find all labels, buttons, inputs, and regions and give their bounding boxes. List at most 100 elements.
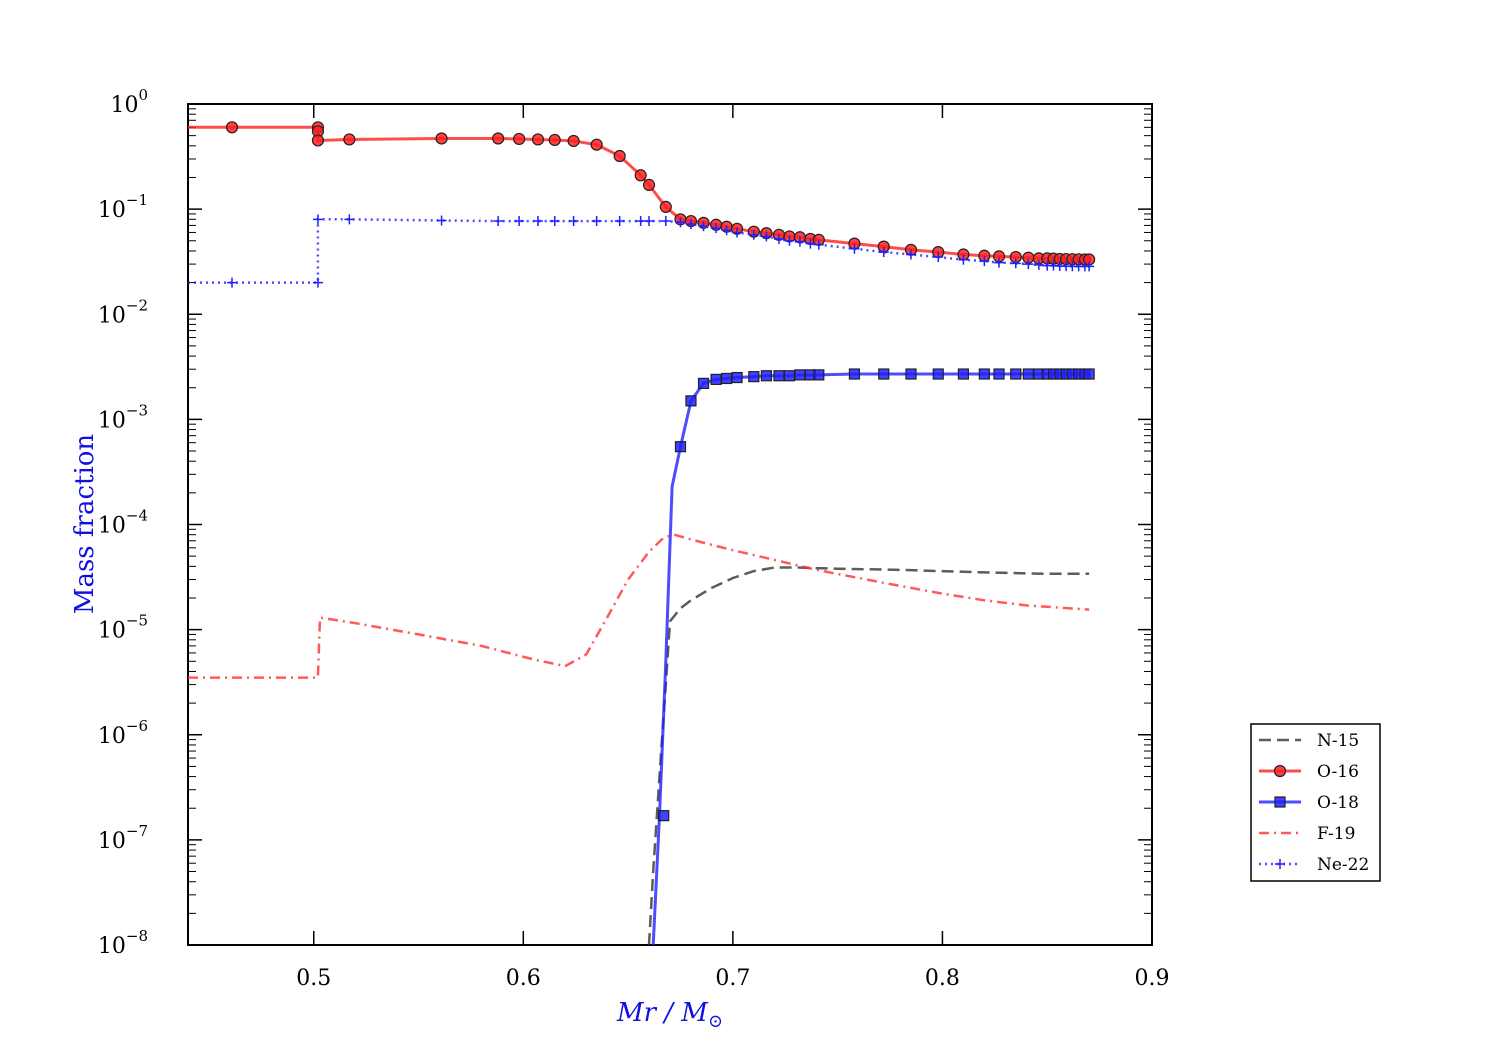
y-tick-label-exponent: −1 [126, 191, 148, 209]
data-point-Ne-22 [748, 229, 759, 240]
data-point-O-18 [878, 368, 890, 380]
data-point-Ne-22 [675, 217, 686, 228]
y-tick-label-base: 10 [98, 198, 126, 223]
data-point-Ne-22 [784, 235, 795, 246]
y-tick-label-base: 10 [98, 303, 126, 328]
data-point-O-18 [993, 368, 1005, 380]
legend-item-F-19: F-19 [1259, 824, 1355, 844]
y-tick-label-3: 10−5 [98, 612, 148, 644]
data-point-Ne-22 [660, 216, 671, 227]
legend-item-Ne-22: Ne-22 [1259, 855, 1369, 875]
tick-labels: 0.5 0.6 0.7 0.8 0.910−810−710−610−510−410−31… [98, 86, 1170, 991]
y-tick-label-exponent: −6 [126, 717, 148, 735]
series-line-O-16 [188, 125, 1090, 261]
data-point-Ne-22 [732, 227, 743, 238]
y-tick-label-2: 10−6 [98, 717, 148, 749]
y-tick-label-1: 10−7 [98, 822, 148, 854]
y-tick-label-base: 10 [110, 93, 138, 118]
data-point-O-18 [685, 395, 697, 407]
data-point-O-18 [773, 370, 785, 382]
data-point-O-16 [513, 132, 526, 146]
data-point-Ne-22 [1023, 259, 1034, 270]
data-point-Ne-22 [711, 223, 722, 234]
data-point-O-16 [613, 149, 626, 163]
legend-label: F-19 [1317, 824, 1355, 844]
data-point-Ne-22 [933, 252, 944, 263]
series-N-15 [647, 566, 1090, 945]
series-F-19 [188, 533, 1090, 679]
data-point-Ne-22 [878, 247, 889, 258]
data-point-Ne-22 [1084, 261, 1095, 272]
data-point-O-16 [659, 200, 672, 213]
series-layer [188, 121, 1096, 945]
legend-marker [1273, 764, 1287, 778]
series-line-O-18 [651, 372, 1090, 945]
x-axis-title-subscript: ⊙ [708, 1011, 723, 1032]
legend-label: O-18 [1317, 793, 1359, 813]
y-tick-label-exponent: −5 [126, 612, 148, 630]
y-tick-label-4: 10−4 [98, 507, 148, 539]
y-tick-label-7: 10−1 [98, 191, 148, 223]
data-point-O-18 [720, 372, 733, 385]
legend-item-N-15: N-15 [1259, 731, 1359, 751]
data-point-O-18 [1010, 368, 1022, 380]
data-point-Ne-22 [813, 239, 824, 250]
data-point-Ne-22 [721, 225, 732, 236]
data-point-Ne-22 [849, 243, 860, 254]
data-point-O-18 [783, 370, 796, 382]
data-point-Ne-22 [773, 233, 784, 244]
data-point-Ne-22 [312, 214, 323, 225]
x-tick-label-4: 0.9 [1135, 966, 1170, 991]
data-point-Ne-22 [549, 216, 560, 227]
data-point-Ne-22 [568, 216, 579, 227]
data-point-Ne-22 [614, 216, 625, 227]
x-tick-label-0: 0.5 [296, 966, 331, 991]
y-tick-label-exponent: −3 [126, 401, 148, 419]
data-point-O-18 [978, 368, 990, 380]
legend-marker [1274, 796, 1286, 808]
data-point-Ne-22 [1010, 258, 1021, 269]
data-point-Ne-22 [591, 216, 602, 227]
data-point-O-16 [225, 121, 239, 134]
legend-marker [1275, 859, 1285, 869]
y-tick-label-6: 10−2 [98, 296, 148, 328]
data-point-O-16 [642, 178, 656, 191]
data-point-Ne-22 [1033, 259, 1044, 270]
data-point-O-18 [674, 441, 687, 453]
x-tick-label-3: 0.8 [925, 966, 960, 991]
y-tick-label-exponent: −8 [126, 927, 148, 945]
data-point-O-16 [435, 132, 448, 145]
legend: N-15 O-16 O-18 F-19 Ne-22 [1250, 723, 1381, 882]
y-tick-label-base: 10 [98, 934, 126, 959]
data-point-O-18 [710, 373, 722, 386]
y-tick-label-base: 10 [98, 514, 126, 539]
data-point-O-16 [548, 133, 561, 147]
y-tick-label-base: 10 [98, 619, 126, 644]
data-point-O-16 [311, 134, 325, 147]
y-tick-label-0: 10−8 [98, 927, 148, 959]
data-point-Ne-22 [794, 236, 805, 247]
data-point-O-18 [1083, 368, 1095, 380]
y-tick-label-base: 10 [98, 408, 126, 433]
data-point-O-18 [905, 368, 917, 380]
axis-ticks [188, 103, 1153, 946]
data-point-Ne-22 [805, 238, 816, 249]
data-point-O-18 [760, 370, 773, 382]
data-point-Ne-22 [436, 215, 447, 226]
data-point-O-18 [932, 368, 944, 380]
data-point-O-16 [634, 169, 647, 182]
data-point-O-18 [748, 371, 760, 383]
data-point-Ne-22 [685, 219, 696, 230]
data-point-O-18 [658, 810, 670, 822]
data-point-Ne-22 [493, 216, 504, 227]
data-point-Ne-22 [761, 231, 772, 242]
series-O-18 [651, 368, 1095, 945]
series-Ne-22 [188, 214, 1095, 288]
data-point-Ne-22 [698, 221, 709, 232]
x-axis-title-main: Mr / M [616, 998, 709, 1028]
data-point-Ne-22 [532, 216, 543, 227]
data-point-Ne-22 [979, 256, 990, 267]
data-point-Ne-22 [344, 214, 355, 225]
series-line-N-15 [647, 566, 1090, 945]
